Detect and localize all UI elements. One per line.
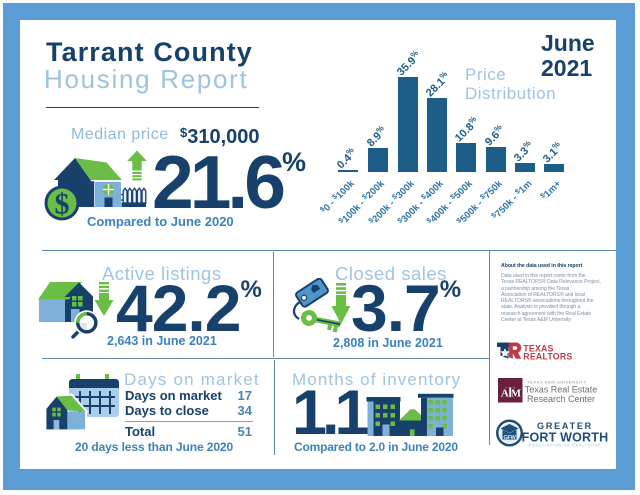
svg-text:GFW: GFW: [504, 435, 517, 441]
svg-text:TEXAS A&M UNIVERSITY: TEXAS A&M UNIVERSITY: [527, 380, 587, 385]
svg-text:$: $: [55, 188, 70, 221]
svg-text:GREATER: GREATER: [537, 421, 593, 431]
svg-text:TEXAS: TEXAS: [523, 343, 553, 353]
svg-text:FORT WORTH: FORT WORTH: [522, 431, 609, 445]
svg-text:Texas Real Estate: Texas Real Estate: [525, 385, 598, 395]
svg-text:T: T: [505, 385, 516, 402]
svg-text:ASSOCIATION OF REALTORS®: ASSOCIATION OF REALTORS®: [529, 444, 602, 448]
svg-text:M: M: [511, 388, 522, 400]
svg-text:A: A: [501, 388, 509, 400]
svg-text:REALTORS: REALTORS: [523, 351, 572, 361]
svg-text:Research Center: Research Center: [527, 394, 595, 404]
